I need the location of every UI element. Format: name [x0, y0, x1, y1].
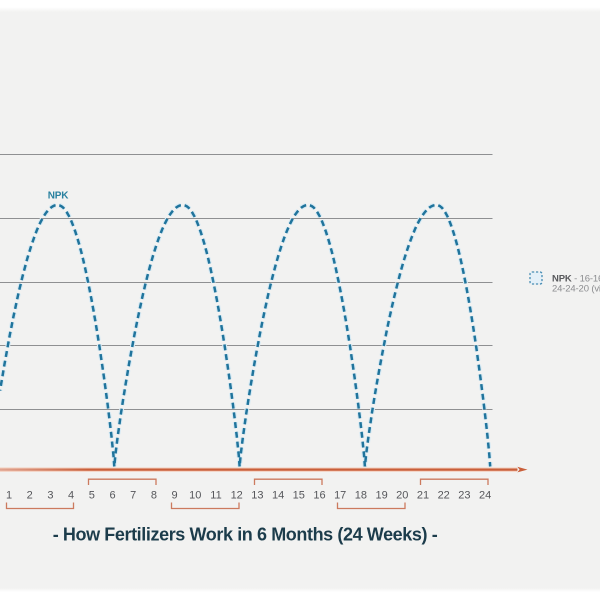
svg-text:2: 2 — [27, 490, 33, 502]
svg-text:17: 17 — [334, 490, 346, 502]
svg-text:14: 14 — [272, 490, 284, 502]
svg-text:NPK - 16-16-16 (white): NPK - 16-16-16 (white) — [552, 273, 600, 284]
svg-text:18: 18 — [355, 490, 367, 502]
svg-text:8: 8 — [151, 490, 157, 502]
svg-text:NPK: NPK — [48, 191, 69, 202]
svg-text:13: 13 — [251, 490, 263, 502]
svg-text:19: 19 — [375, 490, 387, 502]
svg-text:1: 1 — [6, 490, 12, 502]
svg-text:6: 6 — [109, 490, 115, 502]
svg-text:24: 24 — [479, 490, 491, 502]
svg-text:21: 21 — [417, 490, 429, 502]
svg-text:3: 3 — [47, 490, 53, 502]
svg-text:22: 22 — [438, 490, 450, 502]
svg-text:9: 9 — [172, 490, 178, 502]
svg-text:12: 12 — [231, 490, 243, 502]
svg-text:24-24-20 (violet): 24-24-20 (violet) — [552, 284, 600, 295]
svg-text:5: 5 — [89, 490, 95, 502]
svg-text:16: 16 — [313, 490, 325, 502]
svg-text:- How Fertilizers Work in 6 Mo: - How Fertilizers Work in 6 Months (24 W… — [53, 525, 438, 545]
svg-text:7: 7 — [130, 490, 136, 502]
svg-text:20: 20 — [396, 490, 408, 502]
svg-text:4: 4 — [68, 490, 74, 502]
svg-text:10: 10 — [189, 490, 201, 502]
svg-text:15: 15 — [293, 490, 305, 502]
svg-text:11: 11 — [210, 490, 221, 502]
svg-text:23: 23 — [458, 490, 470, 502]
